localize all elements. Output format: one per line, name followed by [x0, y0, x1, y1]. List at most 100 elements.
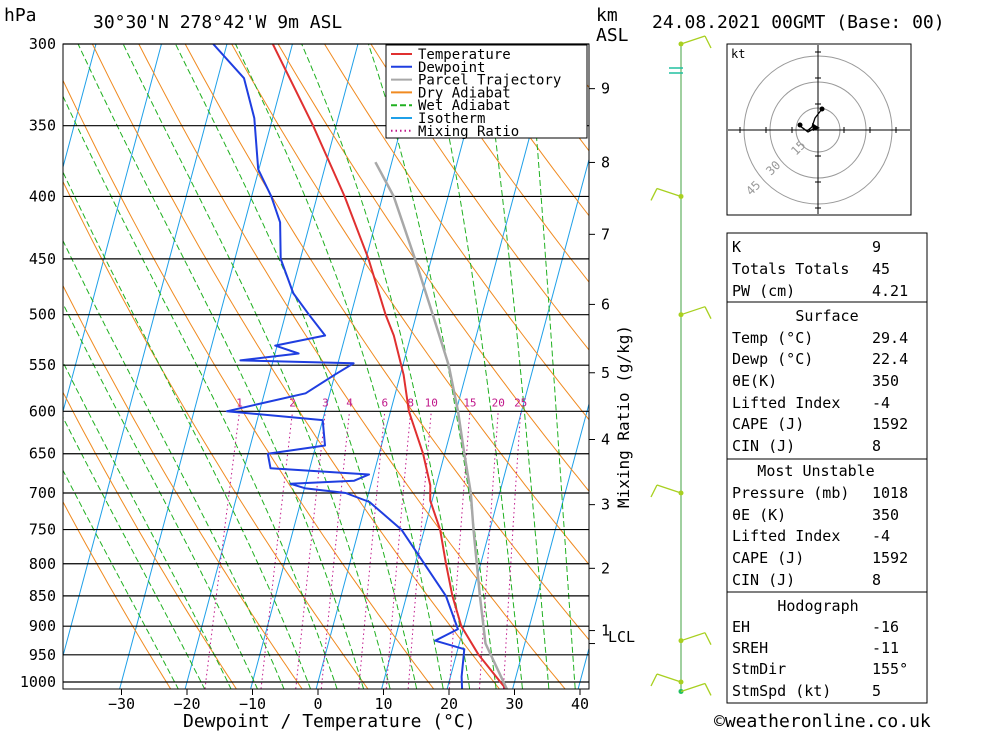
wet-adiabat-line: [174, 44, 418, 689]
surface-theta-value: 350: [872, 372, 899, 390]
pressure-tick-label: 450: [29, 250, 56, 268]
isotherm-line: [63, 44, 162, 414]
mixing-ratio-label: 15: [463, 396, 476, 409]
surface-li-label: Lifted Index: [732, 394, 840, 412]
hodograph-table: Hodograph EH -16 SREH -11 StmDir 155° St…: [726, 591, 928, 704]
wet-adiabat-line: [482, 44, 550, 689]
hodo-title: Hodograph: [777, 597, 858, 615]
wet-adiabat-line: [63, 302, 259, 689]
pressure-tick-label: 900: [29, 617, 56, 635]
temperature-tick-label: −10: [239, 695, 266, 713]
temperature-tick-label: 0: [313, 695, 322, 713]
k-index-label: K: [732, 238, 741, 256]
legend-label: Dry Adiabat: [418, 85, 511, 101]
mu-title: Most Unstable: [757, 462, 874, 480]
mixing-ratio-label: 10: [425, 396, 438, 409]
wind-barb: [680, 682, 706, 693]
legend-label: Dewpoint: [418, 60, 485, 76]
legend-label: Parcel Trajectory: [418, 73, 561, 89]
hodograph-point: [797, 122, 803, 128]
pressure-tick-label: 650: [29, 445, 56, 463]
pressure-tick-label: 700: [29, 484, 56, 502]
totals-label: Totals Totals: [732, 260, 849, 278]
hodograph-trace: [799, 108, 823, 133]
surface-dewp-label: Dewp (°C): [732, 350, 813, 368]
dry-adiabat-line: [277, 44, 589, 492]
wind-barb-flag: [704, 683, 712, 696]
mu-theta-value: 350: [872, 506, 899, 524]
wet-adiabat-line: [63, 239, 285, 689]
lcl-label: LCL: [608, 628, 635, 646]
km-tick-label: 1: [601, 622, 610, 640]
wet-adiabat-line: [63, 361, 232, 689]
wind-barb-flag: [650, 673, 658, 687]
wet-adiabat-line: [77, 44, 365, 689]
wind-barb: [680, 306, 706, 316]
mixing-ratio-label: 1: [236, 396, 243, 409]
profile-line: [212, 44, 466, 689]
mixing-ratio-label: 25: [514, 396, 527, 409]
pressure-tick-label: 800: [29, 555, 56, 573]
km-tick-label: 2: [601, 559, 610, 577]
mu-cin-label: CIN (J): [732, 571, 795, 589]
wet-adiabat-line: [63, 171, 312, 689]
surface-theta-label: θE(K): [732, 372, 777, 390]
temperature-tick-label: 30: [505, 695, 523, 713]
wet-adiabat-line: [63, 469, 179, 689]
mixing-ratio-label: 3: [322, 396, 329, 409]
totals-value: 45: [872, 260, 890, 278]
k-index-value: 9: [872, 238, 881, 256]
wind-profile: [650, 35, 712, 696]
surface-temp-label: Temp (°C): [732, 329, 813, 347]
sreh-value: -11: [872, 639, 899, 657]
legend-label: Isotherm: [418, 111, 485, 127]
surface-cin-label: CIN (J): [732, 437, 795, 455]
dry-adiabat-line: [63, 500, 172, 689]
eh-label: EH: [732, 618, 750, 636]
wet-adiabat-line: [429, 44, 523, 689]
mu-cape-value: 1592: [872, 549, 908, 567]
most-unstable-table: Most Unstable Pressure (mb) 1018 θE (K) …: [726, 458, 928, 593]
wet-adiabat-line: [301, 44, 471, 689]
eh-value: -16: [872, 618, 899, 636]
mu-li-value: -4: [872, 527, 890, 545]
asl-label: ASL: [596, 25, 629, 46]
mixing-ratio-label: 2: [289, 396, 296, 409]
pressure-tick-label: 1000: [20, 673, 56, 691]
dry-adiabat-line: [63, 79, 435, 689]
mixing-ratio-label: 4: [346, 396, 353, 409]
legend-box: [385, 44, 588, 139]
legend-label: Temperature: [418, 47, 511, 63]
mixing-ratio-label: 20: [492, 396, 505, 409]
hodograph-point: [819, 106, 825, 112]
dry-adiabat-line: [63, 180, 369, 689]
pressure-tick-labels: 300 350 400 450 500 550 600 650 700 750 800 850 900 9…: [20, 35, 56, 691]
wind-barb: [656, 484, 682, 494]
mu-cin-value: 8: [872, 571, 881, 589]
wind-barb-flag: [704, 632, 712, 645]
mu-pressure-label: Pressure (mb): [732, 484, 849, 502]
x-axis-label: Dewpoint / Temperature (°C): [183, 711, 476, 732]
stmdir-label: StmDir: [732, 660, 786, 678]
wind-barb: [680, 35, 706, 45]
surface-title: Surface: [795, 307, 858, 325]
mixing-ratio-axis-label: Mixing Ratio (g/kg): [614, 325, 633, 508]
isotherm-line: [63, 44, 228, 658]
pw-value: 4.21: [872, 282, 908, 300]
wet-adiabat-line: [234, 44, 444, 689]
dry-adiabat-line: [231, 44, 589, 566]
indices-table: K 9 Totals Totals 45 PW (cm) 4.21: [726, 232, 928, 303]
pressure-tick-label: 400: [29, 187, 56, 205]
mu-pressure-value: 1018: [872, 484, 908, 502]
dry-adiabat-line: [323, 44, 589, 421]
wind-barb: [656, 187, 682, 198]
pressure-tick-label: 350: [29, 117, 56, 135]
pressure-tick-label: 850: [29, 587, 56, 605]
surface-cin-value: 8: [872, 437, 881, 455]
isotherm-line: [512, 402, 589, 689]
hodograph-unit: kt: [731, 47, 745, 61]
isotherm-line: [446, 157, 589, 689]
